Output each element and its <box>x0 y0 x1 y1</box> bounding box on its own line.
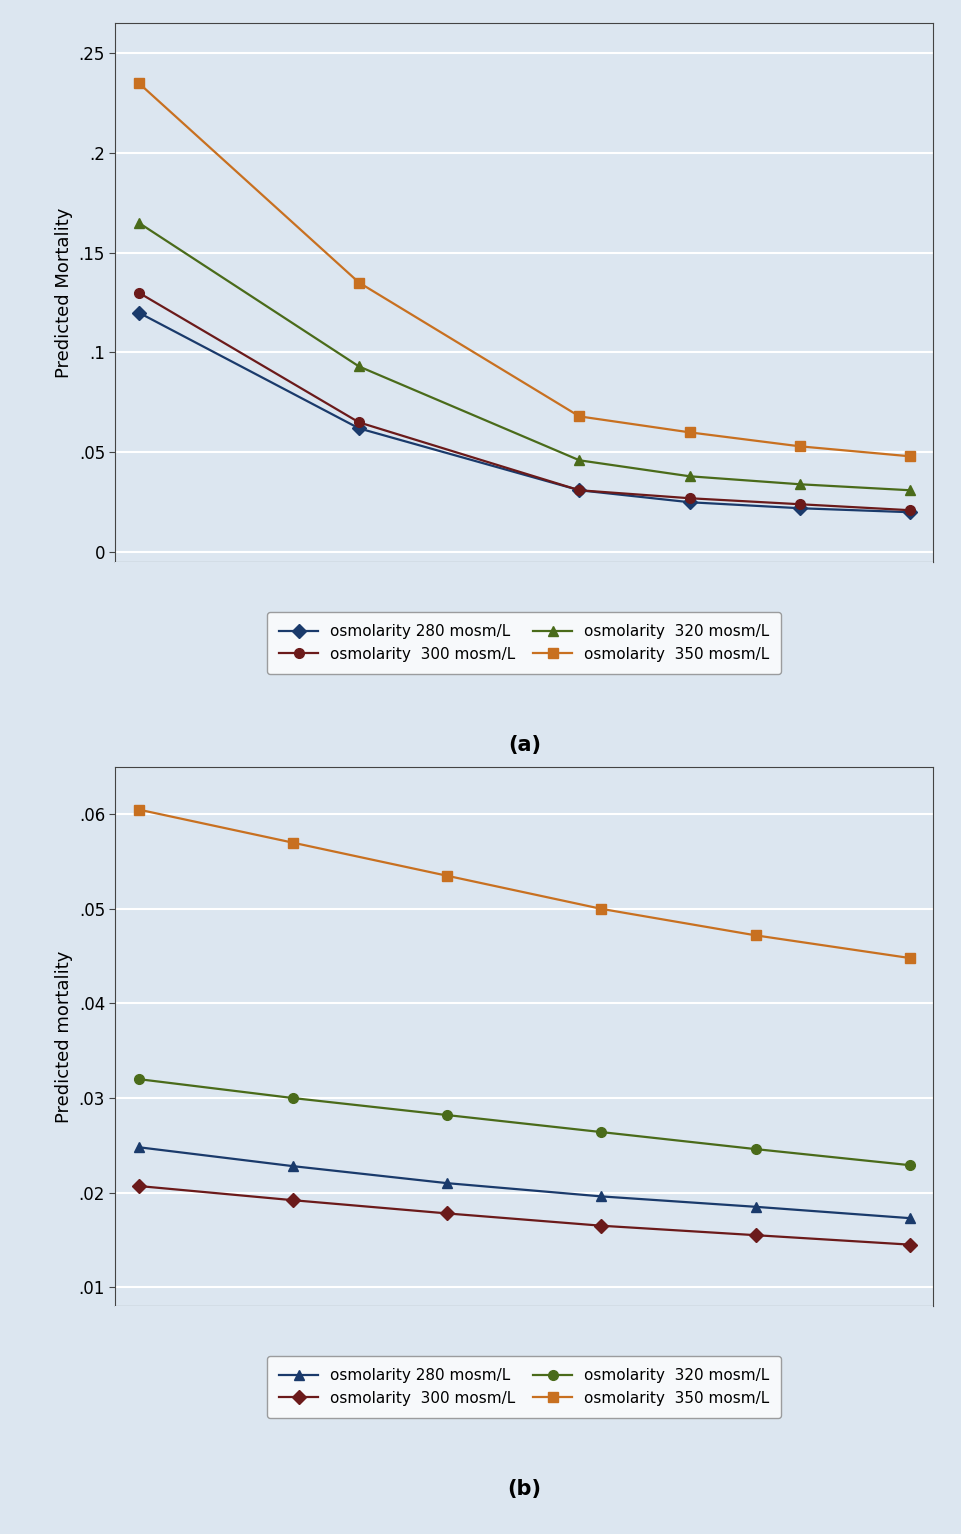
X-axis label: pH: pH <box>511 597 536 614</box>
Y-axis label: Predicted mortality: Predicted mortality <box>55 951 73 1123</box>
Legend: osmolarity 280 mosm/L, osmolarity  300 mosm/L, osmolarity  320 mosm/L, osmolarit: osmolarity 280 mosm/L, osmolarity 300 mo… <box>267 612 780 673</box>
X-axis label: Bicarbonate (mmol/L): Bicarbonate (mmol/L) <box>426 1341 622 1358</box>
Legend: osmolarity 280 mosm/L, osmolarity  300 mosm/L, osmolarity  320 mosm/L, osmolarit: osmolarity 280 mosm/L, osmolarity 300 mo… <box>267 1356 780 1417</box>
Text: (a): (a) <box>507 735 540 755</box>
Y-axis label: Predicted Mortality: Predicted Mortality <box>55 207 73 377</box>
Text: (b): (b) <box>506 1479 541 1499</box>
